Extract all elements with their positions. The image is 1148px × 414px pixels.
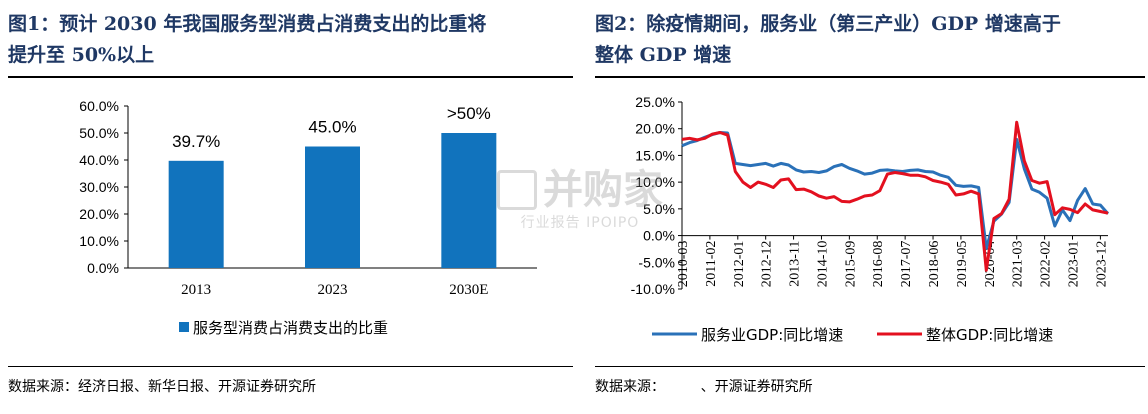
- line-y-tick-label: 0.0%: [643, 228, 675, 244]
- line-x-tick-label: 2011-02: [704, 241, 719, 287]
- right-title-line-1: 图2：除疫情期间，服务业（第三产业）GDP 增速高于: [595, 13, 1061, 35]
- right-chart-title: 图2：除疫情期间，服务业（第三产业）GDP 增速高于 整体 GDP 增速: [595, 9, 1145, 71]
- right-source-note: 数据来源： 、开源证券研究所: [595, 379, 813, 395]
- left-title-line-2: 提升至 50%以上: [8, 44, 155, 66]
- right-bottom-rule: [595, 366, 1145, 367]
- bar-y-tick-label: 10.0%: [79, 233, 119, 249]
- line-x-tick-label: 2016-08: [871, 241, 886, 288]
- bar-y-tick-label: 0.0%: [87, 260, 119, 276]
- watermark-subtext: 行业报告 IPOIPO: [520, 215, 640, 231]
- bar-legend-swatch: [179, 322, 189, 332]
- line-x-tick-label: 2014-10: [815, 241, 830, 288]
- line-y-tick-label: 15.0%: [635, 147, 675, 163]
- watermark-logo-icon: [497, 170, 537, 210]
- bar-y-tick-label: 40.0%: [79, 152, 119, 168]
- line-series-service-gdp: [681, 131, 1110, 250]
- left-title-line-1: 图1：预计 2030 年我国服务型消费占消费支出的比重将: [8, 13, 487, 35]
- bar-legend-label: 服务型消费占消费支出的比重: [193, 319, 388, 337]
- bar-data-label: 45.0%: [308, 118, 356, 137]
- right-top-rule: [595, 76, 1145, 78]
- line-x-tick-label: 2015-09: [843, 241, 858, 288]
- line-legend-label-service: 服务业GDP:同比增速: [701, 326, 843, 344]
- line-x-tick-label: 2013-11: [788, 241, 803, 287]
- line-y-tick-label: -5.0%: [638, 254, 675, 270]
- line-x-tick-label: 2020-04: [983, 241, 998, 288]
- left-bottom-rule: [8, 366, 573, 367]
- line-x-tick-label: 2017-07: [899, 241, 914, 288]
- bar-2013: [168, 160, 224, 268]
- line-x-tick-label: 2012-01: [732, 241, 747, 288]
- bar-x-tick-label: 2023: [318, 282, 348, 298]
- bar-2023: [305, 146, 360, 268]
- line-y-tick-label: 10.0%: [635, 174, 675, 190]
- line-y-tick-label: 5.0%: [643, 201, 675, 217]
- line-x-tick-label: 2022-02: [1039, 241, 1054, 288]
- bar-x-tick-label: 2013: [181, 282, 211, 298]
- line-y-tick-label: 20.0%: [635, 121, 675, 137]
- bar-x-tick-label: 2030E: [449, 282, 488, 298]
- watermark: 并购家 行业报告 IPOIPO: [460, 168, 700, 232]
- bar-y-tick-label: 30.0%: [79, 179, 119, 195]
- line-x-tick-label: 2018-06: [927, 241, 942, 288]
- line-y-tick-label: -10.0%: [631, 281, 675, 297]
- line-x-tick-label: 2019-05: [955, 241, 970, 288]
- bar-data-label: >50%: [447, 104, 491, 123]
- left-top-rule: [8, 76, 573, 78]
- line-legend-label-overall: 整体GDP:同比增速: [926, 326, 1053, 344]
- bar-y-tick-label: 60.0%: [79, 98, 119, 114]
- watermark-brand: 并购家: [543, 167, 663, 213]
- bar-2030E: [441, 133, 497, 268]
- bar-y-tick-label: 50.0%: [79, 125, 119, 141]
- bar-data-label: 39.7%: [172, 132, 220, 151]
- left-chart-title: 图1：预计 2030 年我国服务型消费占消费支出的比重将 提升至 50%以上: [8, 9, 573, 71]
- line-series-overall-gdp: [681, 120, 1109, 272]
- left-source-note: 数据来源：经济日报、新华日报、开源证券研究所: [8, 379, 316, 395]
- line-x-tick-label: 2021-03: [1011, 241, 1026, 288]
- line-x-tick-label: 2023-12: [1094, 241, 1109, 288]
- line-y-tick-label: 25.0%: [635, 94, 675, 110]
- right-title-line-2: 整体 GDP 增速: [595, 44, 732, 66]
- line-x-tick-label: 2023-01: [1067, 241, 1082, 288]
- line-x-tick-label: 2010-03: [676, 241, 691, 288]
- line-x-tick-label: 2012-12: [760, 241, 775, 288]
- bar-y-tick-label: 20.0%: [79, 206, 119, 222]
